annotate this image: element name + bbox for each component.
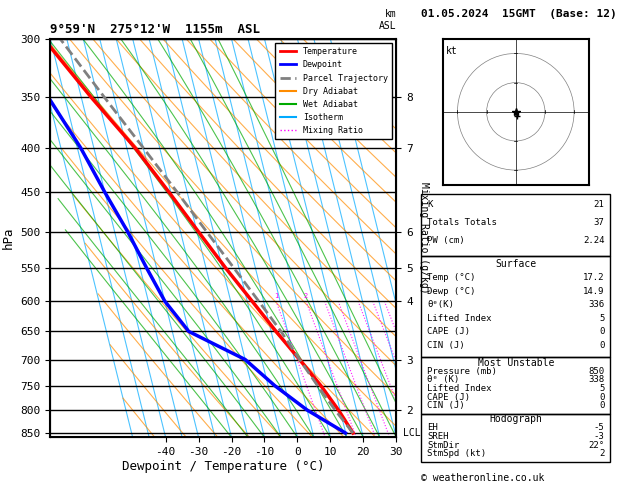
Text: StmDir: StmDir	[427, 441, 459, 450]
Text: Hodograph: Hodograph	[489, 414, 542, 424]
Text: Dewp (°C): Dewp (°C)	[427, 287, 476, 295]
Text: 338: 338	[588, 375, 604, 384]
Text: 2.24: 2.24	[583, 236, 604, 244]
Text: θᵉ (K): θᵉ (K)	[427, 375, 459, 384]
Text: 5: 5	[599, 313, 604, 323]
Text: 2: 2	[599, 450, 604, 458]
Bar	[421, 414, 610, 462]
Text: CAPE (J): CAPE (J)	[427, 327, 470, 336]
Text: 0: 0	[599, 341, 604, 350]
Text: 0: 0	[599, 401, 604, 410]
Text: K: K	[427, 200, 433, 209]
Text: 850: 850	[588, 367, 604, 376]
Text: 9°59'N  275°12'W  1155m  ASL: 9°59'N 275°12'W 1155m ASL	[50, 23, 260, 36]
Text: LCL: LCL	[403, 428, 421, 438]
Text: 21: 21	[594, 200, 604, 209]
Text: StmSpd (kt): StmSpd (kt)	[427, 450, 486, 458]
Text: Temp (°C): Temp (°C)	[427, 273, 476, 282]
Text: -3: -3	[594, 432, 604, 441]
Y-axis label: Mixing Ratio (g/kg): Mixing Ratio (g/kg)	[420, 182, 430, 294]
Text: Surface: Surface	[495, 259, 537, 269]
Bar	[421, 194, 610, 256]
Text: 17.2: 17.2	[583, 273, 604, 282]
Text: 336: 336	[588, 300, 604, 309]
Text: Lifted Index: Lifted Index	[427, 313, 492, 323]
Text: -5: -5	[594, 423, 604, 432]
Bar	[421, 358, 610, 414]
Text: Lifted Index: Lifted Index	[427, 384, 492, 393]
X-axis label: Dewpoint / Temperature (°C): Dewpoint / Temperature (°C)	[122, 460, 325, 473]
Text: km
ASL: km ASL	[379, 9, 396, 31]
Text: CIN (J): CIN (J)	[427, 341, 465, 350]
Text: Pressure (mb): Pressure (mb)	[427, 367, 497, 376]
Text: 0: 0	[599, 393, 604, 401]
Text: 01.05.2024  15GMT  (Base: 12): 01.05.2024 15GMT (Base: 12)	[421, 9, 617, 19]
Text: 22°: 22°	[588, 441, 604, 450]
Text: 14.9: 14.9	[583, 287, 604, 295]
Text: 5: 5	[599, 384, 604, 393]
Text: EH: EH	[427, 423, 438, 432]
Text: Most Unstable: Most Unstable	[477, 358, 554, 367]
Text: 0: 0	[599, 327, 604, 336]
Legend: Temperature, Dewpoint, Parcel Trajectory, Dry Adiabat, Wet Adiabat, Isotherm, Mi: Temperature, Dewpoint, Parcel Trajectory…	[276, 43, 392, 139]
Bar	[421, 256, 610, 358]
Text: CAPE (J): CAPE (J)	[427, 393, 470, 401]
Text: 2: 2	[304, 293, 308, 299]
Y-axis label: hPa: hPa	[2, 227, 15, 249]
Text: θᵉ(K): θᵉ(K)	[427, 300, 454, 309]
Text: PW (cm): PW (cm)	[427, 236, 465, 244]
Text: © weatheronline.co.uk: © weatheronline.co.uk	[421, 473, 545, 483]
Text: SREH: SREH	[427, 432, 448, 441]
Text: CIN (J): CIN (J)	[427, 401, 465, 410]
Text: 1: 1	[274, 293, 278, 299]
Text: kt: kt	[446, 46, 457, 56]
Text: 37: 37	[594, 218, 604, 227]
Text: Totals Totals: Totals Totals	[427, 218, 497, 227]
